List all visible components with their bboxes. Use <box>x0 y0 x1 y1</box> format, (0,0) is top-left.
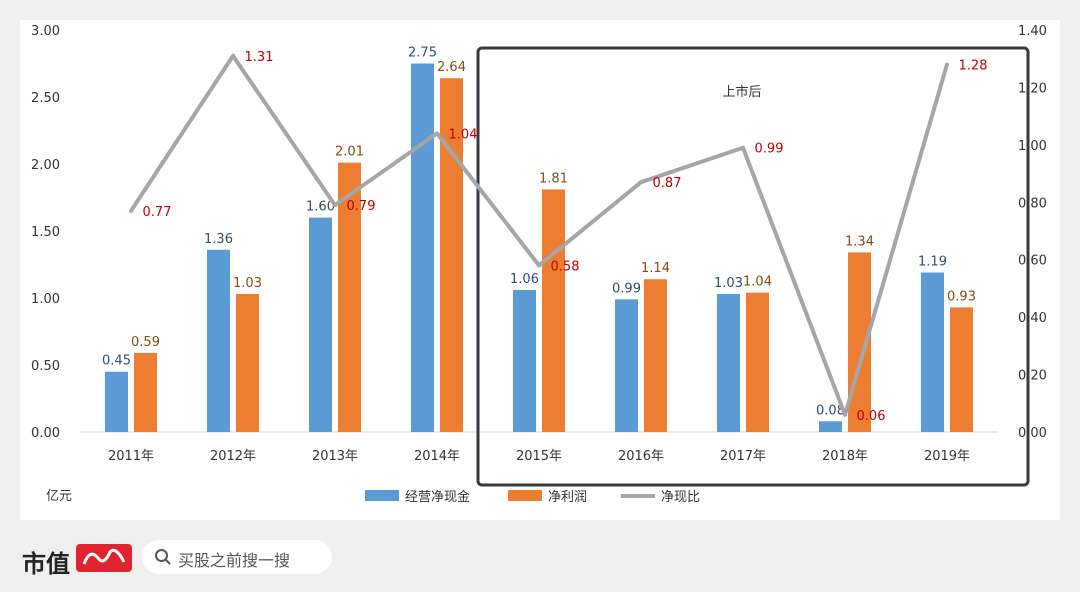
bar <box>338 162 361 432</box>
y-right-tick-label: 1.00 <box>1018 139 1047 154</box>
line-data-label: 0.87 <box>653 176 682 191</box>
x-tick-label: 2011年 <box>108 449 154 464</box>
x-tick-label: 2017年 <box>720 449 766 464</box>
line-data-label: 0.77 <box>143 205 172 220</box>
bar <box>207 249 230 432</box>
y-right-tick-label: 0.80 <box>1018 196 1047 211</box>
bar-data-label: 1.60 <box>306 200 335 215</box>
x-tick-label: 2013年 <box>312 449 358 464</box>
bar <box>236 293 259 432</box>
y-left-tick-label: 1.00 <box>31 292 60 307</box>
y-right-tick-label: 1.20 <box>1018 81 1047 96</box>
line-data-label: 0.06 <box>857 409 886 424</box>
x-tick-label: 2016年 <box>618 449 664 464</box>
bar-data-label: 0.08 <box>816 403 845 418</box>
bar-data-label: 0.99 <box>612 281 641 296</box>
search-box[interactable]: 买股之前搜一搜 <box>142 540 332 574</box>
brand-logo-icon <box>76 544 132 572</box>
line-point <box>435 131 439 136</box>
line-data-label: 0.99 <box>755 142 784 157</box>
y-left-tick-label: 2.00 <box>31 158 60 173</box>
bar-data-label: 1.19 <box>918 255 947 270</box>
line-point <box>741 145 745 150</box>
chart-svg: 0.00 0.50 1.00 1.50 2.00 2.50 3.00 0.00 0.20 0.40… <box>31 24 1047 505</box>
listing-annotation: 上市后 <box>722 84 761 100</box>
chart-card: 0.00 0.50 1.00 1.50 2.00 2.50 3.00 0.00 0.20 0.40… <box>20 20 1060 520</box>
line-point <box>231 53 235 58</box>
legend-label: 经营净现金 <box>405 489 470 505</box>
y-left-tick-label: 2.50 <box>31 91 60 106</box>
listing-highlight-frame <box>476 46 1030 487</box>
bar <box>819 421 842 432</box>
x-tick-label: 2018年 <box>822 449 868 464</box>
bar <box>134 352 157 432</box>
bar-data-label: 1.06 <box>510 272 539 287</box>
bar <box>411 63 434 432</box>
y-left-tick-label: 3.00 <box>31 24 60 39</box>
legend-label: 净现比 <box>661 490 700 505</box>
y-right-tick-label: 1.40 <box>1018 24 1047 39</box>
y-right-tick-label: 0.40 <box>1018 311 1047 326</box>
x-tick-label: 2014年 <box>414 449 460 464</box>
bar-data-label: 1.34 <box>845 234 874 249</box>
bar <box>542 189 565 432</box>
line-point <box>843 412 847 417</box>
line-data-label: 1.28 <box>959 58 988 73</box>
legend-swatch <box>508 490 542 501</box>
bar <box>717 293 740 432</box>
search-placeholder: 买股之前搜一搜 <box>178 551 291 570</box>
search-icon <box>155 549 171 565</box>
bar-data-label: 2.75 <box>408 46 437 61</box>
bar-data-label: 2.64 <box>437 60 466 75</box>
bar <box>440 78 463 433</box>
bar <box>309 217 332 432</box>
bar <box>644 279 667 432</box>
bar <box>921 272 944 432</box>
legend-swatch <box>365 490 399 501</box>
legend-label: 净利润 <box>548 490 587 505</box>
y-right-tick-label: 0.20 <box>1018 369 1047 384</box>
bar-data-label: 1.14 <box>641 261 670 276</box>
line-point <box>945 62 949 67</box>
brand-name: 市值 <box>22 549 70 578</box>
y-left-tick-label: 1.50 <box>31 225 60 240</box>
y-left-tick-label: 0.50 <box>31 359 60 374</box>
y-right-tick-label: 0.60 <box>1018 254 1047 269</box>
bar-data-label: 1.03 <box>714 276 743 291</box>
x-tick-label: 2019年 <box>924 449 970 464</box>
y-right-tick-label: 0.00 <box>1018 426 1047 441</box>
bar-data-label: 2.01 <box>335 145 364 160</box>
line-point <box>129 208 133 213</box>
bar-data-label: 1.03 <box>233 276 262 291</box>
line-data-label: 1.31 <box>245 50 274 65</box>
bar-data-label: 1.04 <box>743 275 772 290</box>
bar <box>513 289 536 432</box>
bar <box>950 307 973 432</box>
line-point <box>639 180 643 185</box>
bar <box>746 292 769 432</box>
y-left-tick-label: 0.00 <box>31 426 60 441</box>
line-data-label: 0.79 <box>347 199 376 214</box>
bar-data-label: 0.45 <box>102 354 131 369</box>
line-data-label: 1.04 <box>449 127 478 142</box>
line-point <box>537 263 541 268</box>
x-tick-label: 2012年 <box>210 449 256 464</box>
line-data-label: 0.58 <box>551 259 580 274</box>
line-point <box>333 203 337 208</box>
footer: 市值 买股之前搜一搜 <box>0 520 1080 592</box>
bar <box>615 299 638 432</box>
bar-data-label: 1.81 <box>539 171 568 186</box>
bar <box>105 371 128 432</box>
bar-data-label: 0.59 <box>131 335 160 350</box>
bar-data-label: 0.93 <box>947 289 976 304</box>
x-tick-label: 2015年 <box>516 449 562 464</box>
bar-data-label: 1.36 <box>204 232 233 247</box>
y-axis-unit: 亿元 <box>46 489 72 504</box>
